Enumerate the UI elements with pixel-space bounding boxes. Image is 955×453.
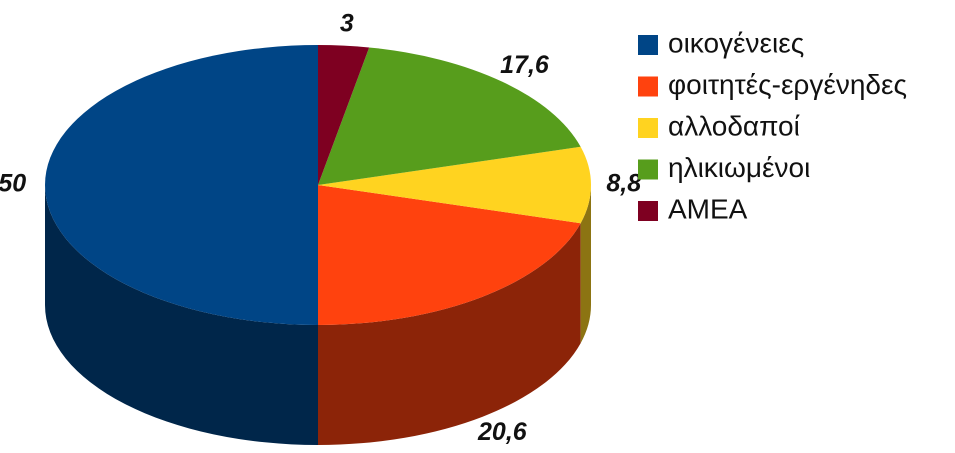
slice [45,45,318,325]
slice [318,45,370,185]
slice-side [45,185,318,445]
value-label: 50 [0,170,26,198]
slice-side [580,185,591,344]
slice [318,47,581,186]
value-label: 17,6 [500,51,550,79]
slice [318,146,591,224]
legend-swatch [638,159,658,180]
legend-label: ηλικιωμένοι [668,152,810,183]
legend-swatch [638,201,658,221]
legend-label: ΑΜΕΑ [668,193,748,224]
slice-side [318,223,581,445]
value-label: 3 [340,9,354,37]
legend: οικογένειες φοιτητές-εργένηδες αλλοδαποί ηλ… [638,27,907,224]
legend-label: φοιτητές-εργένηδες [668,69,907,100]
value-label: 20,6 [477,418,528,446]
value-label: 8,8 [606,170,641,198]
value-labels: 50 20,6 8,8 17,6 3 [0,9,641,446]
legend-label: αλλοδαποί [668,110,800,141]
slice [318,185,581,325]
legend-swatch [638,35,658,55]
legend-swatch [638,118,658,138]
legend-swatch [638,76,658,97]
legend-label: οικογένειες [668,27,804,58]
pie-tops [45,45,591,325]
pie-sides [45,185,591,445]
